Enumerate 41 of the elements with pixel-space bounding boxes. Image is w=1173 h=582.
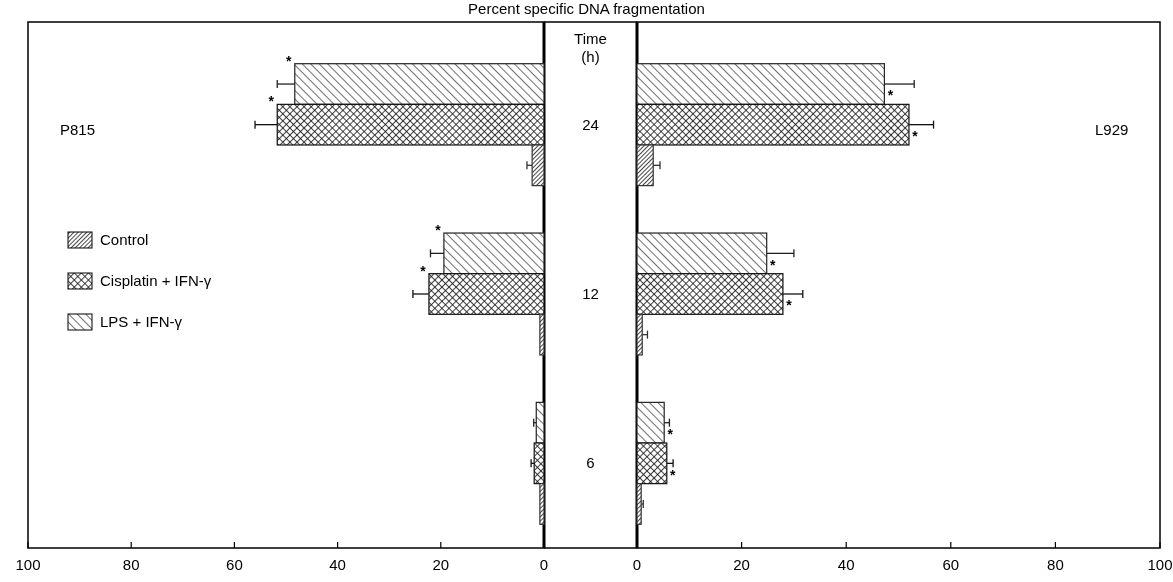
data-label: * [420,262,427,279]
y-axis-title: Time (h) [574,30,607,65]
annotation: L929 [1095,121,1129,138]
data-label: * [435,222,442,239]
bar [539,313,545,356]
data-label: * [786,297,793,314]
data-label: * [268,93,275,110]
legend-label: Cisplatin + IFN-γ [100,272,212,289]
x-tick-label: 40 [837,556,855,573]
data-label: * [887,87,894,104]
data-label: * [667,426,674,443]
annotation: P815 [60,121,96,138]
y-tick-label: 24 [582,115,599,133]
x-tick-label: 80 [1047,556,1064,573]
y-tick-label: 6 [586,454,595,472]
x-tick-label: 20 [733,556,750,573]
x-tick-label: 80 [122,556,140,573]
bar [539,483,545,525]
x-tick-label: 100 [15,556,41,573]
data-label: * [286,52,293,69]
bar [636,313,643,356]
bar [636,483,642,525]
legend-label: LPS + IFN-γ [100,313,183,330]
bar [531,144,545,187]
bar [636,401,665,444]
data-label: * [912,127,919,144]
x-tick-label: 60 [226,556,243,573]
bar [535,401,545,444]
data-label: * [670,466,677,483]
x-tick-label: 0 [632,556,642,573]
x-tick-label: 40 [329,556,346,573]
bar [636,442,668,485]
legend-label: Control [100,231,149,248]
x-tick-label: 20 [432,556,450,573]
text: Percent specific DNA fragmentation [468,0,705,17]
x-tick-label: 100 [1147,556,1173,573]
x-tick-label: 0 [539,556,549,573]
x-tick-label: 60 [942,556,960,573]
bar [533,442,545,485]
y-tick-label: 12 [582,285,599,302]
data-label: * [769,256,776,273]
